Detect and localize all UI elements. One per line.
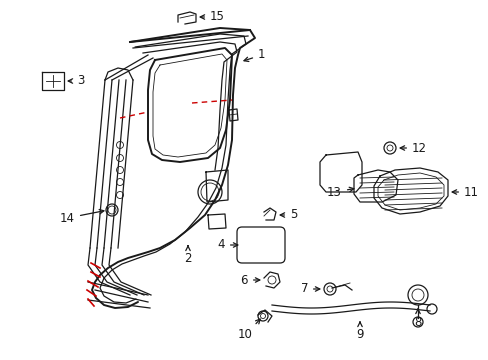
Text: 9: 9	[356, 322, 363, 342]
Text: 3: 3	[68, 75, 84, 87]
Text: 2: 2	[184, 246, 191, 265]
Text: 13: 13	[326, 185, 353, 198]
Text: 7: 7	[300, 283, 319, 296]
Text: 5: 5	[280, 208, 297, 221]
Text: 11: 11	[451, 185, 478, 198]
Text: 10: 10	[238, 319, 260, 342]
Text: 14: 14	[60, 210, 103, 225]
Text: 12: 12	[399, 141, 426, 154]
Text: 15: 15	[200, 10, 224, 23]
Text: 6: 6	[240, 274, 259, 287]
Text: 4: 4	[217, 238, 237, 252]
Text: 8: 8	[413, 309, 421, 328]
Text: 1: 1	[244, 49, 265, 62]
